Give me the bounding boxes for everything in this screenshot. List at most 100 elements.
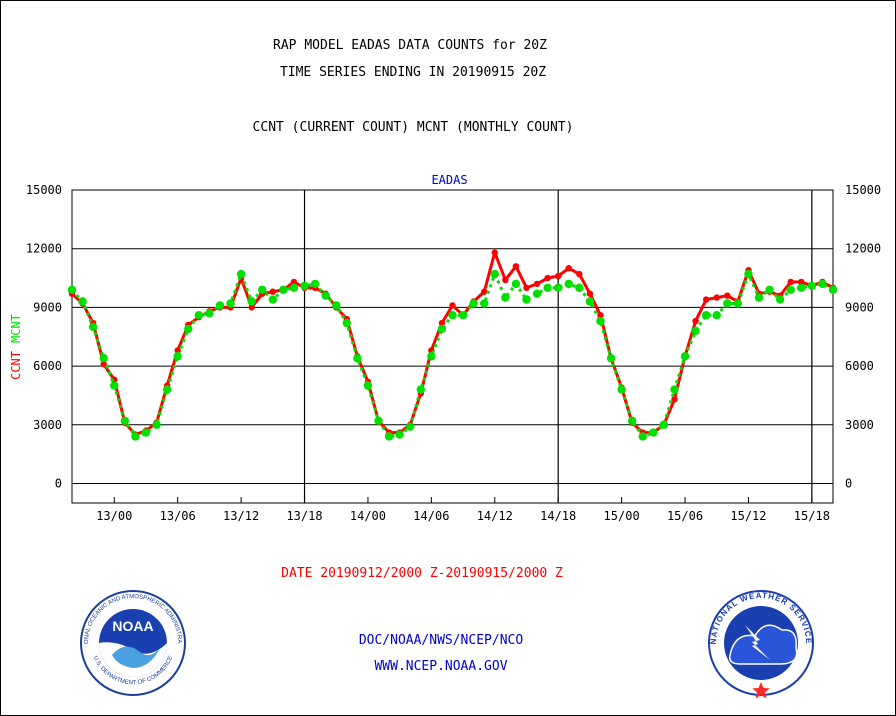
y-tick-label-left: 0 [55, 476, 62, 490]
series-point-mcnt [184, 324, 193, 334]
y-tick-label-left: 15000 [26, 183, 62, 197]
series-point-ccnt [692, 317, 699, 325]
series-point-mcnt [691, 326, 700, 336]
series-point-mcnt [480, 299, 489, 308]
series-point-ccnt [787, 278, 794, 286]
series-point-mcnt [543, 283, 552, 293]
series-point-ccnt [269, 288, 277, 295]
series-point-mcnt [723, 299, 732, 308]
series-point-mcnt [427, 352, 436, 361]
series-point-mcnt [173, 352, 182, 361]
series-point-mcnt [469, 299, 478, 308]
series-point-mcnt [680, 352, 690, 361]
y-tick-label-left: 3000 [33, 418, 62, 432]
y-axis-label-mcnt: MCNT [9, 314, 23, 343]
series-point-mcnt [215, 301, 225, 310]
series-point-mcnt [226, 299, 235, 308]
series-point-ccnt [554, 272, 562, 280]
series-point-mcnt [279, 285, 288, 294]
series-point-mcnt [342, 318, 352, 328]
series-point-mcnt [268, 295, 278, 304]
series-point-mcnt [247, 297, 256, 306]
series-point-mcnt [300, 281, 309, 291]
series-point-mcnt [797, 283, 806, 293]
series-point-mcnt [575, 283, 584, 293]
series-point-ccnt [576, 270, 583, 278]
series-point-mcnt [258, 285, 267, 294]
series-point-mcnt [670, 385, 679, 394]
series-point-mcnt [807, 281, 817, 291]
series-point-mcnt [490, 269, 499, 279]
series-point-mcnt [236, 269, 246, 279]
series-point-mcnt [384, 432, 394, 441]
y-tick-label-right: 9000 [845, 300, 874, 314]
header-line-3: CCNT (CURRENT COUNT) MCNT (MONTHLY COUNT… [252, 120, 574, 135]
series-point-ccnt [523, 284, 530, 292]
series-point-ccnt [586, 290, 594, 297]
series-point-mcnt [99, 354, 108, 363]
x-tick-label: 15/12 [730, 509, 766, 523]
website-link[interactable]: WWW.NCEP.NOAA.GOV [374, 659, 508, 674]
x-tick-label: 14/12 [477, 509, 513, 523]
series-point-mcnt [310, 279, 320, 289]
series-point-mcnt [141, 428, 151, 437]
series-point-mcnt [522, 295, 531, 304]
series-point-mcnt [627, 416, 637, 426]
x-tick-label: 14/00 [350, 509, 386, 523]
x-tick-label: 13/18 [286, 509, 322, 523]
series-point-mcnt [353, 354, 362, 363]
series-point-mcnt [120, 416, 130, 426]
series-point-mcnt [416, 385, 425, 394]
series-point-mcnt [765, 285, 774, 294]
y-tick-label-left: 6000 [33, 359, 62, 373]
y-tick-label-right: 3000 [845, 418, 874, 432]
series-point-mcnt [501, 293, 510, 302]
series-point-mcnt [818, 279, 827, 289]
series-point-ccnt [565, 265, 572, 272]
series-point-mcnt [585, 297, 595, 306]
series-point-ccnt [290, 278, 298, 286]
x-tick-label: 13/06 [160, 509, 196, 523]
series-point-ccnt [100, 360, 107, 368]
series-point-ccnt [533, 280, 541, 288]
agency-label: DOC/NOAA/NWS/NCEP/NCO [358, 633, 524, 648]
series-point-mcnt [152, 420, 161, 429]
series-point-ccnt [512, 263, 520, 270]
series-point-mcnt [744, 269, 753, 279]
series-point-mcnt [110, 381, 119, 390]
series-point-mcnt [321, 291, 330, 300]
y-tick-label-right: 0 [845, 476, 852, 490]
series-point-mcnt [606, 354, 616, 363]
x-tick-label: 14/18 [540, 509, 576, 523]
x-tick-label: 13/12 [223, 509, 259, 523]
series-point-mcnt [564, 279, 573, 289]
series-point-mcnt [754, 293, 764, 302]
series-point-mcnt [205, 309, 214, 318]
y-tick-label-right: 6000 [845, 359, 874, 373]
series-point-mcnt [659, 420, 669, 429]
series-point-mcnt [363, 381, 373, 390]
series-point-mcnt [733, 299, 743, 308]
x-tick-label: 13/00 [96, 509, 132, 523]
series-point-ccnt [174, 347, 181, 354]
series-point-mcnt [786, 285, 795, 294]
series-point-mcnt [374, 416, 383, 426]
y-tick-label-left: 12000 [26, 242, 62, 256]
series-point-ccnt [724, 292, 731, 299]
series-point-mcnt [437, 324, 447, 334]
series-point-mcnt [448, 311, 457, 320]
series-point-ccnt [449, 302, 456, 309]
y-axis-label-ccnt: CCNT [9, 351, 23, 380]
series-point-mcnt [88, 322, 98, 332]
series-point-mcnt [194, 311, 204, 320]
header-line-2: TIME SERIES ENDING IN 20190915 20Z [279, 65, 547, 80]
series-point-mcnt [638, 432, 647, 441]
series-point-mcnt [458, 311, 468, 320]
series-point-mcnt [649, 428, 658, 437]
y-tick-label-left: 9000 [33, 300, 62, 314]
series-point-mcnt [67, 285, 77, 294]
plot-border [71, 189, 834, 504]
series-point-mcnt [162, 385, 172, 394]
series-point-ccnt [544, 274, 551, 282]
x-tick-label: 15/00 [604, 509, 640, 523]
